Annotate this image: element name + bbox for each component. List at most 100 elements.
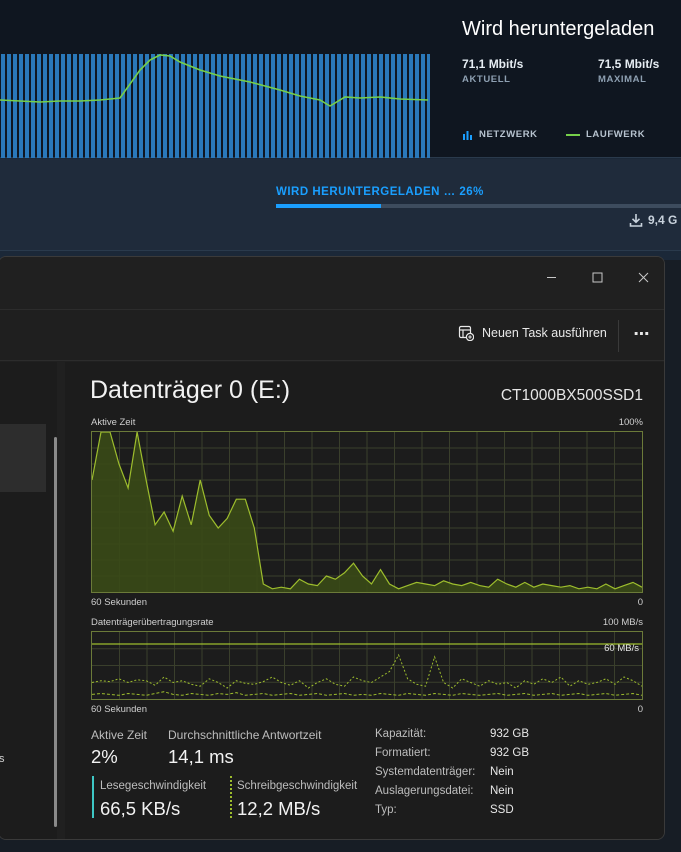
network-bar [325, 54, 329, 158]
active-time-graph-time-label: 60 Sekunden [91, 597, 147, 608]
capacity-key: Kapazität: [375, 728, 427, 740]
steam-download-graph-area: Wird heruntergeladen 71,1 Mbit/s AKTUELL… [0, 0, 681, 158]
network-bar [277, 54, 281, 158]
formatted-key: Formatiert: [375, 747, 431, 759]
sidebar-item-partial-text: s [0, 753, 5, 765]
network-bar [415, 54, 419, 158]
network-bar [289, 54, 293, 158]
network-bar [31, 54, 35, 158]
download-progress-bar [276, 204, 681, 208]
legend-network-label: NETZWERK [479, 129, 538, 140]
sidebar-scrollbar[interactable] [54, 437, 57, 827]
network-bar [265, 54, 269, 158]
run-new-task-button[interactable]: Neuen Task ausführen [458, 325, 607, 341]
network-bar [361, 54, 365, 158]
network-bar [283, 54, 287, 158]
network-bar [157, 54, 161, 158]
steam-download-graph [0, 54, 430, 158]
network-bar [103, 54, 107, 158]
steam-rate-stats: 71,1 Mbit/s AKTUELL 71,5 Mbit/s MAXIMAL [462, 57, 681, 87]
network-bar [133, 54, 137, 158]
active-time-label: Aktive Zeit [91, 728, 148, 742]
network-bar [163, 54, 167, 158]
network-bar [85, 54, 89, 158]
page-file-key: Auslagerungsdatei: [375, 785, 474, 797]
peak-rate-value: 71,5 Mbit/s [598, 57, 660, 71]
network-bar [25, 54, 29, 158]
maximize-button[interactable] [574, 263, 620, 291]
sidebar-item-disk-selected[interactable] [0, 424, 46, 492]
transfer-rate-scale-label: 60 MB/s [604, 643, 639, 654]
type-value: SSD [490, 804, 514, 816]
network-bar [337, 54, 341, 158]
minimize-icon [546, 276, 556, 278]
write-speed-indicator [230, 776, 232, 818]
system-disk-key: Systemdatenträger: [375, 766, 476, 778]
write-speed-label: Schreibgeschwindigkeit [237, 780, 358, 792]
response-time-value: 14,1 ms [168, 746, 234, 767]
network-bar [55, 54, 59, 158]
more-options-button[interactable]: ⋯ [633, 326, 651, 343]
legend-disk[interactable]: LAUFWERK [566, 129, 645, 140]
disk-model: CT1000BX500SSD1 [500, 387, 643, 404]
network-bar [295, 54, 299, 158]
network-bar [37, 54, 41, 158]
network-bar [175, 54, 179, 158]
active-time-chart [91, 431, 643, 592]
disk-title: Datenträger 0 (E:) [90, 376, 291, 404]
steam-download-progress-area: WIRD HERUNTERGELADEN … 26% 9,4 G [0, 159, 681, 251]
transfer-rate-graph-min: 0 [637, 704, 643, 715]
minimize-button[interactable] [528, 263, 574, 291]
steam-downloads-panel: Wird heruntergeladen 71,1 Mbit/s AKTUELL… [0, 0, 681, 260]
current-rate-value: 71,1 Mbit/s [462, 57, 524, 71]
read-speed-indicator [92, 776, 94, 818]
title-bar[interactable] [0, 257, 664, 309]
active-time-value: 2% [91, 746, 118, 767]
network-bar [1, 54, 5, 158]
network-bar [247, 54, 251, 158]
navigation-sidebar: s [0, 362, 57, 839]
network-bar [145, 54, 149, 158]
legend-disk-label: LAUFWERK [586, 129, 646, 140]
network-bar [79, 54, 83, 158]
transfer-rate-chart [91, 632, 643, 699]
network-bar [13, 54, 17, 158]
network-bar [421, 54, 425, 158]
network-bar [253, 54, 257, 158]
formatted-value: 932 GB [490, 747, 529, 759]
toolbar: Neuen Task ausführen ⋯ [0, 309, 664, 361]
network-bar [229, 54, 233, 158]
maximize-icon [592, 272, 602, 282]
task-manager-window: Neuen Task ausführen ⋯ s Datenträger 0 (… [0, 256, 665, 840]
active-time-graph-min: 0 [637, 597, 643, 608]
transfer-rate-graph: 60 MB/s [91, 631, 643, 700]
peak-rate: 71,5 Mbit/s MAXIMAL [598, 57, 659, 85]
page-file-value: Nein [490, 785, 514, 797]
download-icon [629, 214, 643, 227]
network-bar [403, 54, 407, 158]
disk-performance-panel: Datenträger 0 (E:) CT1000BX500SSD1 Aktiv… [65, 362, 664, 839]
write-rate-line [91, 691, 643, 696]
legend-network[interactable]: NETZWERK [462, 129, 538, 140]
network-bar [397, 54, 401, 158]
network-bar [373, 54, 377, 158]
network-bar [19, 54, 23, 158]
download-status-label: WIRD HERUNTERGELADEN … 26% [276, 186, 484, 198]
network-bar [139, 54, 143, 158]
transfer-rate-graph-label: Datenträgerübertragungsrate [91, 617, 214, 628]
close-button[interactable] [620, 263, 664, 291]
network-bar [313, 54, 317, 158]
new-task-icon [458, 325, 474, 341]
network-bar [127, 54, 131, 158]
network-bar [211, 54, 215, 158]
active-time-graph-label: Aktive Zeit [91, 417, 136, 428]
network-bar [91, 54, 95, 158]
network-bar [193, 54, 197, 158]
network-bar [343, 54, 347, 158]
network-bar [115, 54, 119, 158]
line-icon [566, 133, 580, 136]
network-bar [331, 54, 335, 158]
network-bar [301, 54, 305, 158]
network-bar [187, 54, 191, 158]
download-progress-fill [276, 204, 382, 208]
